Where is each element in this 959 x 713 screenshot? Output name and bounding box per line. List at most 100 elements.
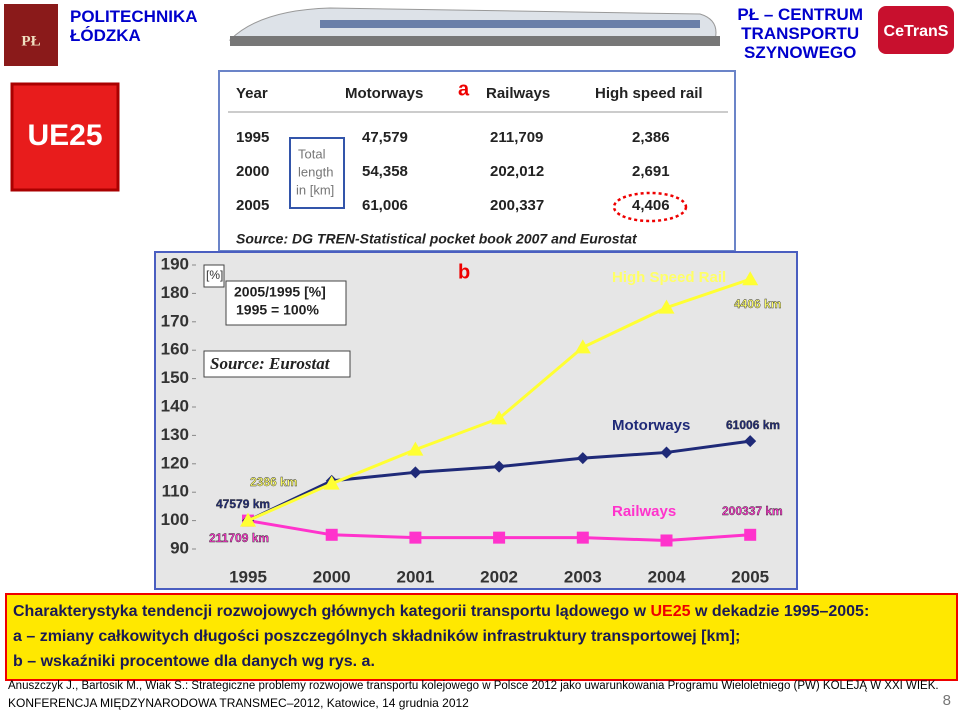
point: [660, 534, 673, 547]
caption-line: Charakterystyka tendencji rozwojowych gł…: [13, 599, 952, 624]
logo-text: CeTranS: [884, 23, 949, 40]
column-header: Year: [236, 85, 268, 102]
logo: [878, 6, 954, 54]
point: [574, 339, 591, 354]
table-label: a: [458, 78, 470, 100]
header-line: ŁÓDZKA: [70, 26, 141, 45]
reference: Anuszczyk J., Bartosik M., Wiak S.: Stra…: [8, 680, 939, 692]
table-cell: 211,709: [490, 129, 543, 146]
point: [744, 528, 757, 541]
y-tick-label: 100: [161, 510, 189, 529]
highlight: [612, 191, 688, 223]
chart-label: b: [458, 261, 470, 283]
y-tick-label: 150: [161, 368, 189, 387]
unit-box: [203, 264, 225, 288]
header-line: SZYNOWEGO: [743, 43, 857, 62]
y-tick-label: 110: [162, 482, 189, 501]
source-box: [203, 350, 351, 378]
point: [744, 435, 757, 448]
column-header: Motorways: [345, 85, 423, 102]
info: 2005/1995 [%]: [234, 284, 326, 300]
point: [240, 512, 256, 527]
annotation: 61006 km: [726, 418, 780, 432]
point: [576, 531, 589, 544]
table-cell: 200,337: [490, 197, 544, 214]
series-label: High Speed Rail: [612, 269, 726, 286]
chart: 90 100 110 120 130 140 150 160 170 180 190 1995 2000…: [154, 251, 798, 590]
info-box: [225, 280, 347, 326]
x-tick-label: 2003: [564, 567, 602, 586]
x-tick-label: 2004: [648, 567, 686, 586]
unit: [%]: [206, 268, 223, 282]
table-cell: 2,691: [632, 163, 670, 180]
annotation: 47579 km: [216, 497, 270, 511]
y-tick-label: 160: [161, 340, 189, 359]
badge: UE25: [27, 119, 102, 152]
info: 1995 = 100%: [236, 302, 319, 318]
emblem-text: PŁ: [21, 33, 40, 49]
caption-line: b – wskaźniki procentowe dla danych wg r…: [13, 653, 375, 670]
point: [407, 441, 424, 456]
column-header: Railways: [486, 85, 550, 102]
table-cell: 54,358: [362, 163, 408, 180]
conference: KONFERENCJA MIĘDZYNARODOWA TRANSMEC–2012…: [8, 696, 469, 710]
table-cell: 4,406: [632, 197, 670, 214]
x-tick-label: 2005: [731, 567, 769, 586]
point: [658, 299, 675, 314]
annotation: 2386 km: [250, 475, 297, 489]
table-cell: 47,579: [362, 129, 408, 146]
table-cell: 2005: [236, 197, 269, 214]
point: [323, 475, 340, 490]
x-tick-label: 2000: [313, 567, 351, 586]
header-line: TRANSPORTU: [741, 24, 860, 43]
point: [493, 531, 506, 544]
table-cell: 202,012: [490, 163, 544, 180]
point: [409, 531, 422, 544]
y-tick-label: 140: [161, 396, 189, 415]
note: in [km]: [296, 182, 334, 197]
train-windows: [320, 20, 700, 28]
point: [660, 446, 673, 459]
y-tick-label: 170: [161, 311, 189, 330]
caption-highlight: UE25: [650, 603, 691, 620]
train-track: [230, 36, 720, 46]
column-header: High speed rail: [595, 85, 703, 102]
y-tick-label: 190: [161, 254, 189, 273]
series-label: Motorways: [612, 417, 690, 434]
note: Total: [298, 146, 326, 161]
header-line: POLITECHNIKA: [70, 7, 198, 26]
point: [493, 460, 506, 473]
x-tick-label: 2001: [396, 567, 434, 586]
page-number: 8: [942, 692, 951, 709]
caption-line: a – zmiany całkowitych długości poszczeg…: [13, 628, 741, 645]
point: [325, 528, 338, 541]
table-cell: 2,386: [632, 129, 670, 146]
header-line: PŁ – CENTRUM: [737, 5, 863, 24]
point: [576, 452, 589, 465]
y-tick-label: 120: [161, 453, 189, 472]
header-left: POLITECHNIKA ŁÓDZKA: [70, 7, 198, 45]
annotation: 4406 km: [734, 297, 781, 311]
y-tick-label: 130: [161, 425, 189, 444]
chart-source: Source: Eurostat: [210, 354, 331, 373]
x-tick-label: 1995: [229, 567, 267, 586]
point: [409, 466, 422, 479]
table-cell: 2000: [236, 163, 269, 180]
table-cell: 61,006: [362, 197, 408, 214]
header-right: PŁ – CENTRUM TRANSPORTU SZYNOWEGO: [737, 5, 863, 62]
x-tick-label: 2002: [480, 567, 518, 586]
table-source: Source: DG TREN-Statistical pocket book …: [236, 231, 638, 247]
note-box: [289, 137, 345, 209]
annotation: 200337 km: [722, 504, 783, 518]
data-table: a Total length in [km] Source: DG TREN-S…: [218, 70, 736, 252]
badge-box: [10, 82, 120, 192]
point: [491, 410, 508, 425]
caption-text: Charakterystyka tendencji rozwojowych gł…: [13, 603, 651, 620]
table-cell: 1995: [236, 129, 269, 146]
y-tick-label: 180: [161, 283, 189, 302]
note: length: [298, 164, 333, 179]
caption-text: w dekadzie 1995–2005:: [690, 603, 870, 620]
caption: Charakterystyka tendencji rozwojowych gł…: [5, 593, 958, 681]
y-tick-label: 90: [170, 538, 189, 557]
